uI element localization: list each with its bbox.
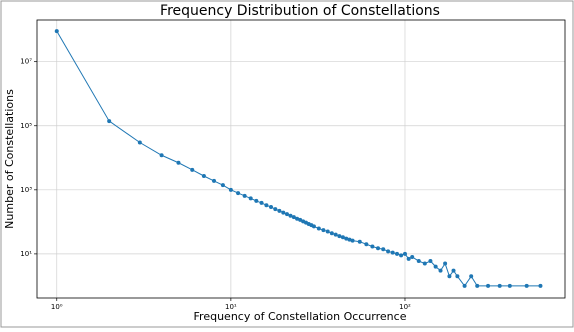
- data-point: [211, 178, 216, 183]
- data-point: [451, 268, 456, 273]
- data-point: [386, 249, 391, 254]
- data-point: [288, 213, 293, 218]
- chart-title: Frequency Distribution of Constellations: [160, 3, 440, 19]
- data-point: [497, 283, 502, 288]
- data-point: [220, 183, 225, 188]
- data-point: [190, 167, 195, 172]
- data-point: [137, 140, 142, 145]
- data-point: [298, 217, 303, 222]
- data-point: [402, 251, 407, 256]
- data-point: [321, 228, 326, 233]
- plot-frame: [36, 19, 566, 299]
- data-point: [390, 250, 395, 255]
- data-point: [475, 283, 480, 288]
- data-point: [316, 226, 321, 231]
- data-point: [410, 254, 415, 259]
- data-point: [364, 242, 369, 247]
- data-point: [264, 203, 269, 208]
- data-point: [273, 207, 278, 212]
- data-point: [433, 264, 438, 269]
- data-point: [443, 261, 448, 266]
- y-tick-label: 10¹: [20, 250, 32, 258]
- data-point: [259, 200, 264, 205]
- data-point: [159, 153, 164, 158]
- data-point: [176, 160, 181, 165]
- data-point: [486, 283, 491, 288]
- data-point: [469, 274, 474, 279]
- data-point: [538, 283, 543, 288]
- data-point: [507, 283, 512, 288]
- y-tick-label: 10³: [20, 186, 32, 194]
- data-point: [311, 224, 316, 229]
- data-point: [333, 232, 338, 237]
- data-point: [357, 239, 362, 244]
- data-point: [236, 191, 241, 196]
- data-point: [295, 216, 300, 221]
- data-point: [281, 210, 286, 215]
- data-point: [201, 174, 206, 179]
- data-point: [284, 212, 289, 217]
- data-point: [376, 246, 381, 251]
- data-point: [416, 259, 421, 264]
- data-point: [462, 283, 467, 288]
- data-point: [350, 238, 355, 243]
- y-tick-label: 10⁵: [20, 122, 32, 130]
- data-point: [54, 29, 59, 34]
- data-point: [268, 205, 273, 210]
- data-point: [399, 253, 404, 258]
- data-point: [242, 193, 247, 198]
- data-point: [254, 198, 259, 203]
- data-point: [381, 247, 386, 252]
- data-point: [422, 261, 427, 266]
- data-point: [248, 196, 253, 201]
- data-point: [291, 215, 296, 220]
- data-point: [395, 251, 400, 256]
- data-point: [438, 268, 443, 273]
- data-point: [370, 244, 375, 249]
- x-axis-label: Frequency of Constellation Occurrence: [194, 310, 407, 323]
- x-tick-label: 10²: [399, 303, 411, 311]
- data-point: [329, 231, 334, 236]
- data-point: [524, 283, 529, 288]
- data-point: [277, 208, 282, 213]
- x-tick-label: 10¹: [225, 303, 237, 311]
- data-point: [344, 236, 349, 241]
- y-axis-label: Number of Constellations: [3, 89, 16, 229]
- data-point: [455, 274, 460, 279]
- y-tick-label: 10⁷: [20, 58, 32, 66]
- data-point: [347, 237, 352, 242]
- data-point: [406, 256, 411, 261]
- data-point: [447, 274, 452, 279]
- x-tick-label: 10⁰: [51, 303, 63, 311]
- data-point: [228, 187, 233, 192]
- data-point: [325, 229, 330, 234]
- data-point: [340, 235, 345, 240]
- data-point: [107, 119, 112, 124]
- data-point: [428, 259, 433, 264]
- data-point: [337, 234, 342, 239]
